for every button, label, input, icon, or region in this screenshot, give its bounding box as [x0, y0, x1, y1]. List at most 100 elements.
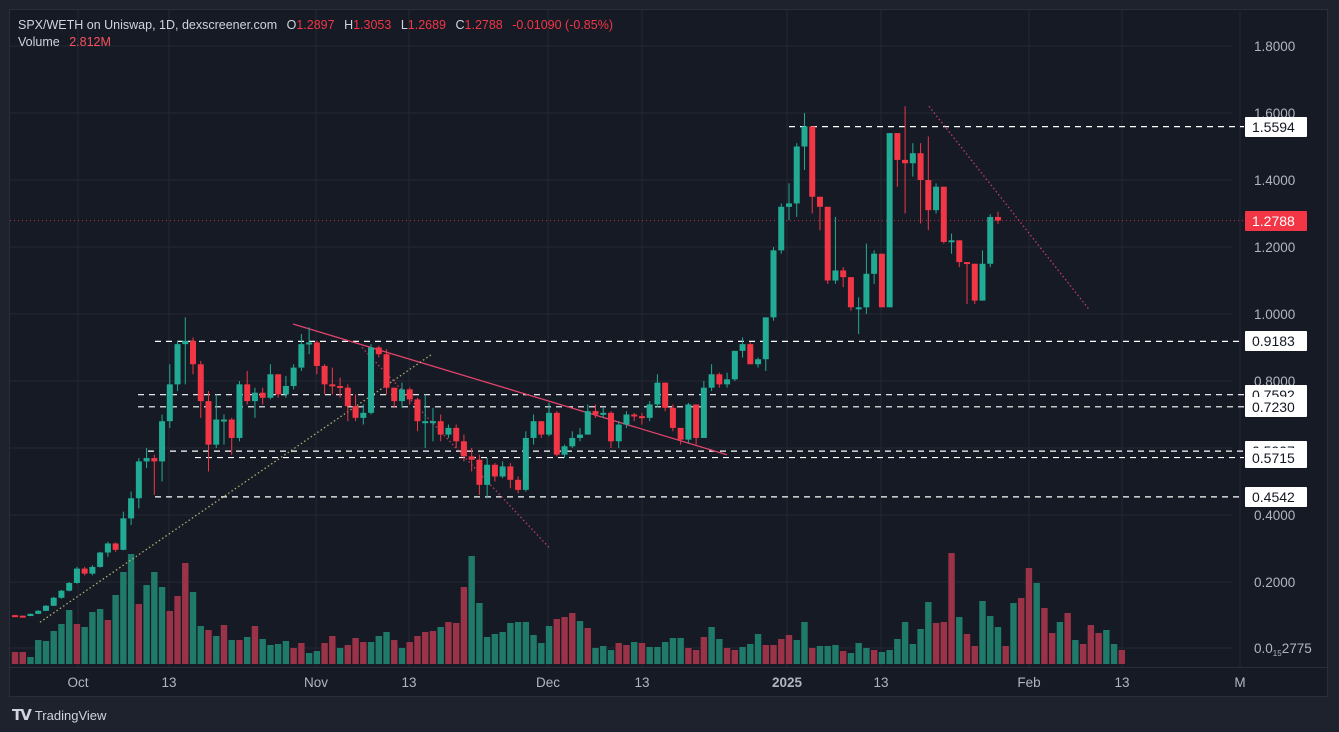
candle-body — [236, 384, 243, 438]
candle-body — [700, 387, 707, 438]
volume-bar — [832, 645, 839, 664]
candle-body — [940, 186, 947, 242]
volume-bar — [1018, 598, 1025, 664]
candle-body — [35, 610, 42, 614]
candle-body — [174, 344, 181, 385]
tradingview-logo-icon: 𝗧𝗩 — [12, 707, 32, 724]
volume-bar — [801, 622, 808, 664]
volume-row: Volume 2.812M — [18, 34, 613, 51]
candle-body — [104, 543, 111, 553]
symbol-title[interactable]: SPX/WETH on Uniswap, 1D, dexscreener.com — [18, 18, 278, 32]
trendline[interactable] — [292, 323, 728, 456]
volume-bar — [158, 587, 166, 664]
time-axis-label: Dec — [536, 675, 560, 690]
volume-bar — [120, 572, 127, 664]
volume-bar — [723, 648, 731, 664]
candle-body — [654, 382, 661, 405]
volume-bar — [987, 616, 994, 664]
volume-bar — [785, 635, 793, 664]
price-axis-label: 0.2000 — [1254, 575, 1295, 590]
volume-bar — [538, 643, 545, 664]
candle-body — [499, 466, 506, 477]
volume-bar — [530, 635, 537, 664]
time-axis-label: Nov — [304, 675, 328, 690]
time-axis-label: Feb — [1017, 675, 1040, 690]
candle-body — [306, 342, 313, 345]
trendline[interactable] — [361, 347, 551, 549]
candle-body — [244, 384, 251, 402]
candle-body — [762, 317, 769, 360]
time-axis-label: 13 — [634, 675, 649, 690]
candle-body — [151, 458, 158, 462]
candle-body — [739, 344, 746, 351]
low-value: 1.2689 — [407, 18, 446, 32]
candle-body — [166, 384, 173, 422]
candle-body — [925, 180, 932, 211]
volume-bar — [863, 648, 870, 664]
trendline[interactable] — [39, 353, 433, 623]
candle-body — [909, 153, 916, 164]
candle-body — [445, 427, 452, 435]
volume-bar — [1033, 583, 1040, 664]
candle-body — [112, 543, 119, 550]
volume-bar — [151, 572, 158, 664]
ohlc-row: SPX/WETH on Uniswap, 1D, dexscreener.com… — [18, 18, 613, 32]
volume-bar — [600, 646, 607, 664]
trendline[interactable] — [928, 105, 1091, 312]
candle-body — [669, 407, 676, 428]
candle-body — [623, 414, 630, 425]
volume-bar — [1072, 640, 1079, 664]
candle-body — [368, 347, 375, 413]
volume-bar — [73, 624, 81, 664]
volume-bar — [692, 650, 700, 664]
candle-body — [275, 374, 282, 395]
candle-body — [81, 568, 88, 574]
candle-body — [66, 583, 73, 591]
candle-body — [491, 464, 498, 477]
volume-bar — [878, 652, 886, 664]
level-price-tag: 0.9183 — [1245, 331, 1307, 352]
candle-body — [755, 359, 762, 365]
volume-bar — [483, 637, 491, 664]
candle-body — [337, 386, 344, 389]
candle-body — [994, 216, 1001, 221]
volume-bar — [638, 643, 646, 664]
candle-body — [414, 399, 421, 422]
candle-body — [507, 466, 514, 480]
candle-body — [538, 421, 545, 435]
volume-bar — [1041, 608, 1048, 664]
close-value: 1.2788 — [464, 18, 503, 32]
volume-bar — [112, 595, 119, 664]
level-price-tag: 0.4542 — [1245, 486, 1307, 507]
candle-body — [58, 590, 65, 598]
volume-bar — [522, 622, 530, 664]
volume-bar — [391, 640, 398, 664]
volume-bar — [576, 621, 584, 664]
tradingview-brand[interactable]: 𝗧𝗩 TradingView — [12, 706, 106, 724]
candle-body — [50, 597, 57, 606]
volume-bar — [220, 625, 228, 664]
volume-bar — [205, 630, 212, 664]
volume-bar — [677, 638, 684, 664]
volume-bar — [747, 644, 754, 664]
volume-bar — [932, 623, 940, 664]
volume-bar — [886, 650, 893, 664]
candle-body — [42, 605, 49, 611]
candle-body — [19, 615, 26, 618]
volume-bar — [259, 639, 266, 664]
volume-bar — [213, 636, 220, 664]
candle-body — [855, 307, 862, 310]
candle-body — [329, 384, 336, 387]
volume-bar — [236, 640, 243, 664]
time-axis-label: 2025 — [772, 675, 803, 690]
volume-label[interactable]: Volume — [18, 35, 60, 49]
volume-bar — [445, 622, 452, 664]
volume-bar — [274, 644, 282, 664]
candle-body — [143, 458, 150, 462]
candle-body — [515, 479, 522, 490]
candle-body — [933, 186, 940, 211]
volume-bar — [58, 624, 65, 664]
candle-body — [987, 216, 994, 264]
high-value: 1.3053 — [353, 18, 392, 32]
